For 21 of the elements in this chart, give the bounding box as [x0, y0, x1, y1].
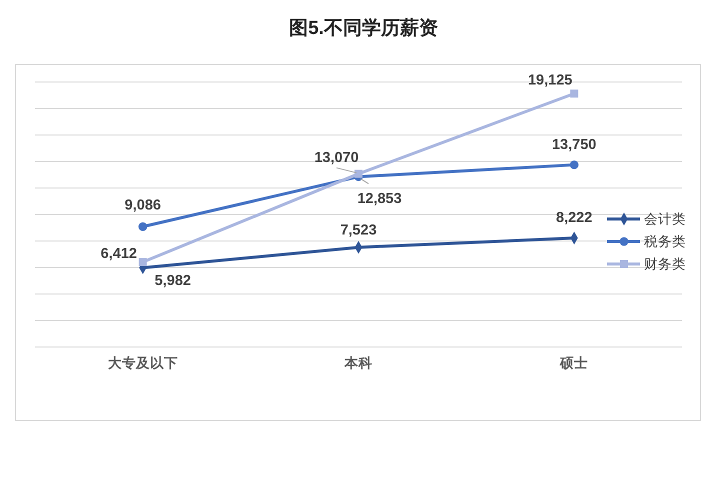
- point: [138, 258, 147, 266]
- x-tick-label: 大专及以下: [108, 354, 178, 371]
- data-label: 13,070: [314, 150, 359, 166]
- point: [570, 160, 579, 170]
- point: [570, 90, 578, 98]
- data-label: 19,125: [528, 72, 572, 89]
- data-label: 12,853: [357, 190, 402, 207]
- data-label: 13,750: [552, 136, 596, 153]
- chart-title: 图5.不同学历薪资: [289, 17, 438, 39]
- x-tick-label: 硕士: [559, 356, 588, 371]
- data-label: 5,982: [154, 272, 191, 289]
- point: [354, 170, 362, 178]
- x-tick-label: 本科: [344, 356, 372, 371]
- legend-label: 税务类: [644, 234, 686, 250]
- data-label: 6,412: [100, 246, 137, 262]
- point: [138, 222, 148, 231]
- data-label: 8,222: [556, 210, 592, 226]
- legend-label: 财务类: [644, 256, 686, 272]
- data-label: 7,523: [340, 222, 377, 238]
- data-label: 9,086: [124, 198, 161, 214]
- legend-label: 会计类: [644, 212, 686, 227]
